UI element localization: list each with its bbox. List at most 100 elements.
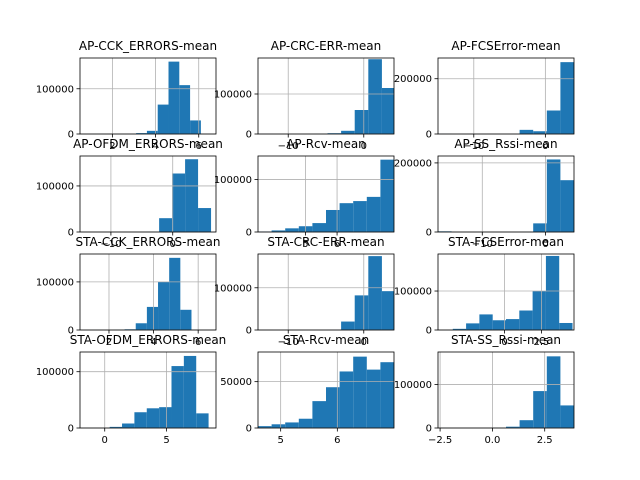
histogram-bar	[326, 209, 340, 232]
histogram-bar	[136, 133, 147, 134]
histogram-bar	[196, 413, 209, 428]
histogram-bar	[271, 230, 286, 232]
histogram-bar	[146, 130, 158, 134]
panel-title: AP-OFDM_ERRORS-mean	[73, 137, 223, 151]
axes-frame	[437, 351, 575, 429]
panel-title: STA-OFDM_ERRORS-mean	[70, 333, 227, 347]
y-tick-label: 0	[246, 130, 252, 141]
histogram-bar	[198, 208, 212, 232]
axes-frame	[437, 57, 575, 135]
histogram-bar	[533, 223, 547, 232]
histogram-bar	[171, 366, 184, 428]
histogram-bar	[180, 309, 192, 330]
histogram-bar	[519, 129, 534, 134]
x-tick-label: 2	[109, 141, 115, 152]
x-tick-label: 6	[334, 239, 340, 250]
histogram-bar	[158, 281, 170, 330]
y-tick-label: 200000	[394, 74, 432, 85]
histogram-bar	[533, 131, 547, 134]
histogram-bar	[366, 196, 381, 232]
histogram-bar	[354, 295, 369, 330]
x-tick-label: −10	[472, 239, 493, 250]
y-tick-label: 0	[246, 326, 252, 337]
histogram-panel: −10 0 0 100000 AP-OFDM_ERRORS-mean	[36, 137, 223, 250]
histogram-bar	[341, 130, 355, 134]
panel-title: AP-CRC-ERR-mean	[271, 39, 381, 53]
histogram-bar	[135, 323, 147, 330]
y-tick-label: 100000	[394, 287, 432, 298]
x-tick-label: −10	[463, 141, 484, 152]
histogram-bar	[545, 255, 560, 330]
y-tick-label: 0	[426, 424, 432, 435]
x-tick-label: −10	[278, 337, 299, 348]
histogram-panel: −10 0 0 200000 AP-SS_Rssi-mean	[394, 137, 575, 250]
x-tick-label: 0	[102, 435, 108, 446]
histogram-bar	[506, 319, 520, 330]
y-tick-label: 0	[68, 130, 74, 141]
panel-title: STA-CRC-ERR-mean	[267, 235, 384, 249]
panel-title: STA-Rcv-mean	[283, 333, 369, 347]
histogram-bar	[341, 321, 355, 330]
histogram-bar	[339, 203, 354, 232]
histogram-bar	[546, 356, 561, 428]
histogram-bar	[381, 88, 394, 134]
histogram-bar	[452, 328, 467, 330]
histogram-bar	[146, 306, 159, 330]
y-tick-label: 0	[426, 130, 432, 141]
histogram-bar	[312, 223, 326, 232]
x-tick-label: 0.0	[484, 435, 500, 446]
y-tick-label: 100000	[36, 181, 74, 192]
histogram-bar	[560, 405, 574, 428]
y-tick-label: 50000	[220, 377, 252, 388]
histogram-bar	[185, 159, 199, 232]
x-tick-label: −2.5	[428, 435, 452, 446]
histogram-bar	[353, 201, 367, 232]
histogram-bar	[258, 426, 272, 428]
y-tick-label: 0	[68, 326, 74, 337]
histogram-bar	[560, 180, 574, 232]
histogram-bar	[559, 322, 573, 330]
x-tick-label: 0	[542, 239, 548, 250]
x-tick-label: 2	[106, 337, 112, 348]
y-tick-label: 100000	[36, 84, 74, 95]
x-tick-label: 6	[195, 337, 201, 348]
y-tick-label: 100000	[36, 367, 74, 378]
x-tick-label: 0	[501, 337, 507, 348]
histogram-bar	[380, 362, 394, 428]
histogram-bar	[159, 218, 173, 232]
x-tick-label: 4	[152, 141, 158, 152]
y-tick-label: 100000	[394, 380, 432, 391]
histogram-bar	[312, 401, 326, 428]
x-tick-label: −10	[278, 141, 299, 152]
y-tick-label: 100000	[214, 90, 252, 101]
histogram-bar	[122, 423, 135, 428]
axes-frame	[79, 155, 217, 233]
histogram-panel: 0 2.5 0 100000 STA-FCSError-mean	[394, 235, 575, 348]
histogram-bar	[519, 310, 533, 330]
histogram-panel: 2 4 6 0 100000 AP-CCK_ERRORS-mean	[36, 39, 217, 152]
x-tick-label: 0	[542, 141, 548, 152]
histogram-bar	[479, 314, 493, 330]
histogram-bar	[353, 356, 367, 428]
histogram-bar	[560, 62, 574, 134]
histogram-bar	[519, 420, 534, 428]
panel-title: STA-SS_Rssi-mean	[451, 333, 561, 347]
axes-frame	[79, 57, 217, 135]
histogram-bar	[366, 369, 381, 428]
y-tick-label: 0	[68, 228, 74, 239]
panel-title: AP-SS_Rssi-mean	[454, 137, 557, 151]
histogram-bar	[546, 110, 561, 134]
histogram-bar	[368, 256, 382, 330]
x-tick-label: 4	[150, 337, 156, 348]
panel-title: AP-CCK_ERRORS-mean	[79, 39, 217, 53]
histogram-bar	[159, 407, 172, 428]
axes-frame	[437, 253, 575, 331]
x-tick-label: 6	[334, 435, 340, 446]
histogram-bar	[533, 391, 547, 428]
y-tick-label: 0	[426, 326, 432, 337]
histogram-bar	[298, 418, 313, 428]
histogram-bar	[354, 110, 369, 134]
histogram-bar	[546, 159, 561, 232]
histogram-panel: −2.5 0.0 2.5 0 100000 STA-SS_Rssi-mean	[394, 333, 575, 446]
